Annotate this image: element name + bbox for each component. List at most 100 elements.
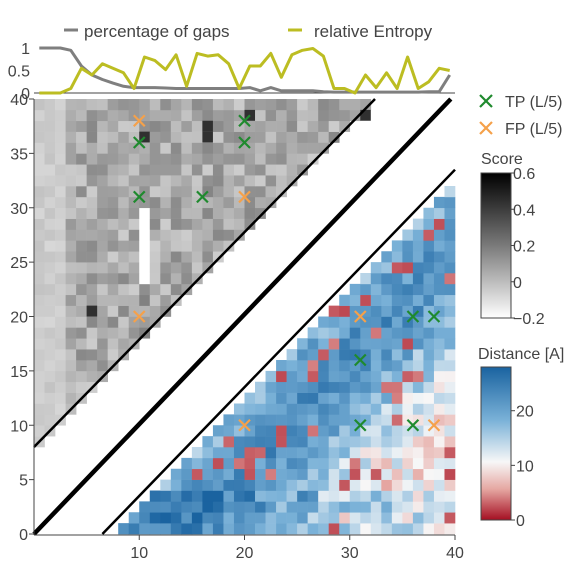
score-cell — [97, 196, 108, 209]
distance-cell — [244, 501, 256, 513]
score-cell — [307, 99, 319, 111]
distance-colorbar-title: Distance [A] — [478, 346, 564, 363]
score-cell — [128, 218, 140, 230]
distance-cell — [360, 403, 372, 415]
distance-cell — [307, 360, 319, 372]
score-cell — [149, 273, 161, 285]
distance-cell — [433, 403, 445, 415]
distance-cell — [170, 479, 182, 491]
tp-marker — [196, 190, 209, 204]
distance-cell — [339, 338, 351, 350]
score-cell — [212, 109, 224, 122]
distance-cell — [423, 370, 435, 383]
distance-cell — [276, 457, 287, 470]
score-cell — [181, 207, 193, 219]
distance-cell — [339, 360, 351, 372]
distance-cell — [339, 479, 351, 491]
score-cell — [76, 294, 87, 306]
distance-cell — [202, 436, 214, 448]
distance-cell — [433, 468, 445, 480]
distance-cell — [233, 490, 245, 502]
distance-cell — [233, 403, 245, 415]
distance-cell — [328, 501, 340, 513]
score-cell — [360, 109, 371, 121]
distance-cell — [412, 316, 424, 328]
score-cell — [191, 175, 203, 187]
score-cell — [297, 142, 308, 154]
distance-cell — [381, 262, 393, 274]
distance-cell — [212, 425, 224, 437]
score-cell — [44, 360, 56, 372]
score-cell — [118, 316, 130, 328]
distance-cell — [191, 457, 203, 470]
score-cell — [139, 283, 151, 296]
distance-cell — [339, 305, 351, 317]
distance-cell — [286, 479, 298, 491]
distance-cell — [265, 392, 277, 404]
distance-cell — [244, 512, 256, 524]
distance-cell — [433, 207, 445, 219]
tp-marker — [238, 136, 251, 149]
distance-cell — [402, 392, 414, 404]
score-cell — [65, 338, 77, 350]
score-cell — [86, 196, 98, 209]
distance-cell — [212, 457, 224, 470]
distance-cell — [381, 273, 393, 285]
score-cell — [202, 229, 214, 241]
score-cell — [86, 338, 98, 350]
distance-cell — [391, 294, 403, 306]
score-cell — [65, 142, 77, 154]
distance-cell — [412, 425, 424, 437]
score-cell — [76, 207, 87, 219]
score-cell — [202, 262, 214, 274]
distance-cell — [412, 262, 424, 274]
score-cell — [65, 120, 77, 132]
score-cell — [34, 414, 45, 426]
score-cell — [118, 240, 130, 252]
fp-marker — [427, 418, 441, 432]
score-cell — [44, 316, 56, 328]
score-cell — [34, 360, 45, 372]
distance-cell — [433, 381, 445, 393]
distance-cell — [339, 447, 351, 459]
score-cell — [76, 262, 87, 274]
distance-cell — [381, 360, 393, 372]
score-cell — [76, 131, 87, 143]
score-cell — [107, 196, 119, 209]
distance-cell — [360, 283, 372, 296]
score-cell — [139, 164, 151, 176]
score-cell — [128, 207, 140, 219]
distance-cell — [391, 327, 403, 339]
distance-cell — [433, 490, 445, 502]
score-cell — [286, 142, 298, 154]
distance-cell — [423, 349, 435, 361]
distance-cell — [255, 381, 266, 393]
distance-cell — [255, 479, 266, 491]
score-cell — [44, 196, 56, 209]
tp-marker — [353, 418, 367, 432]
distance-cell — [423, 457, 435, 470]
tp-legend-label: TP (L/5) — [505, 94, 563, 111]
score-cell — [170, 273, 182, 285]
distance-cell — [297, 392, 308, 404]
score-cell — [265, 131, 277, 143]
score-cell — [65, 392, 77, 404]
distance-cell — [339, 436, 351, 448]
score-cell — [181, 196, 193, 209]
score-cell — [55, 120, 66, 132]
score-cell — [265, 153, 277, 165]
score-cell — [86, 370, 98, 383]
score-cell — [76, 196, 87, 209]
distance-cell — [360, 381, 372, 393]
tp-marker — [132, 136, 146, 149]
score-cell — [76, 316, 87, 328]
distance-cell — [391, 447, 403, 459]
distance-cell — [370, 479, 382, 491]
distance-cell — [318, 349, 330, 361]
score-cell — [265, 196, 277, 209]
x-tick-label: 10 — [130, 545, 148, 562]
score-cell — [97, 349, 108, 361]
score-cell — [65, 305, 77, 317]
distance-cell — [360, 425, 372, 437]
score-cell — [149, 294, 161, 306]
